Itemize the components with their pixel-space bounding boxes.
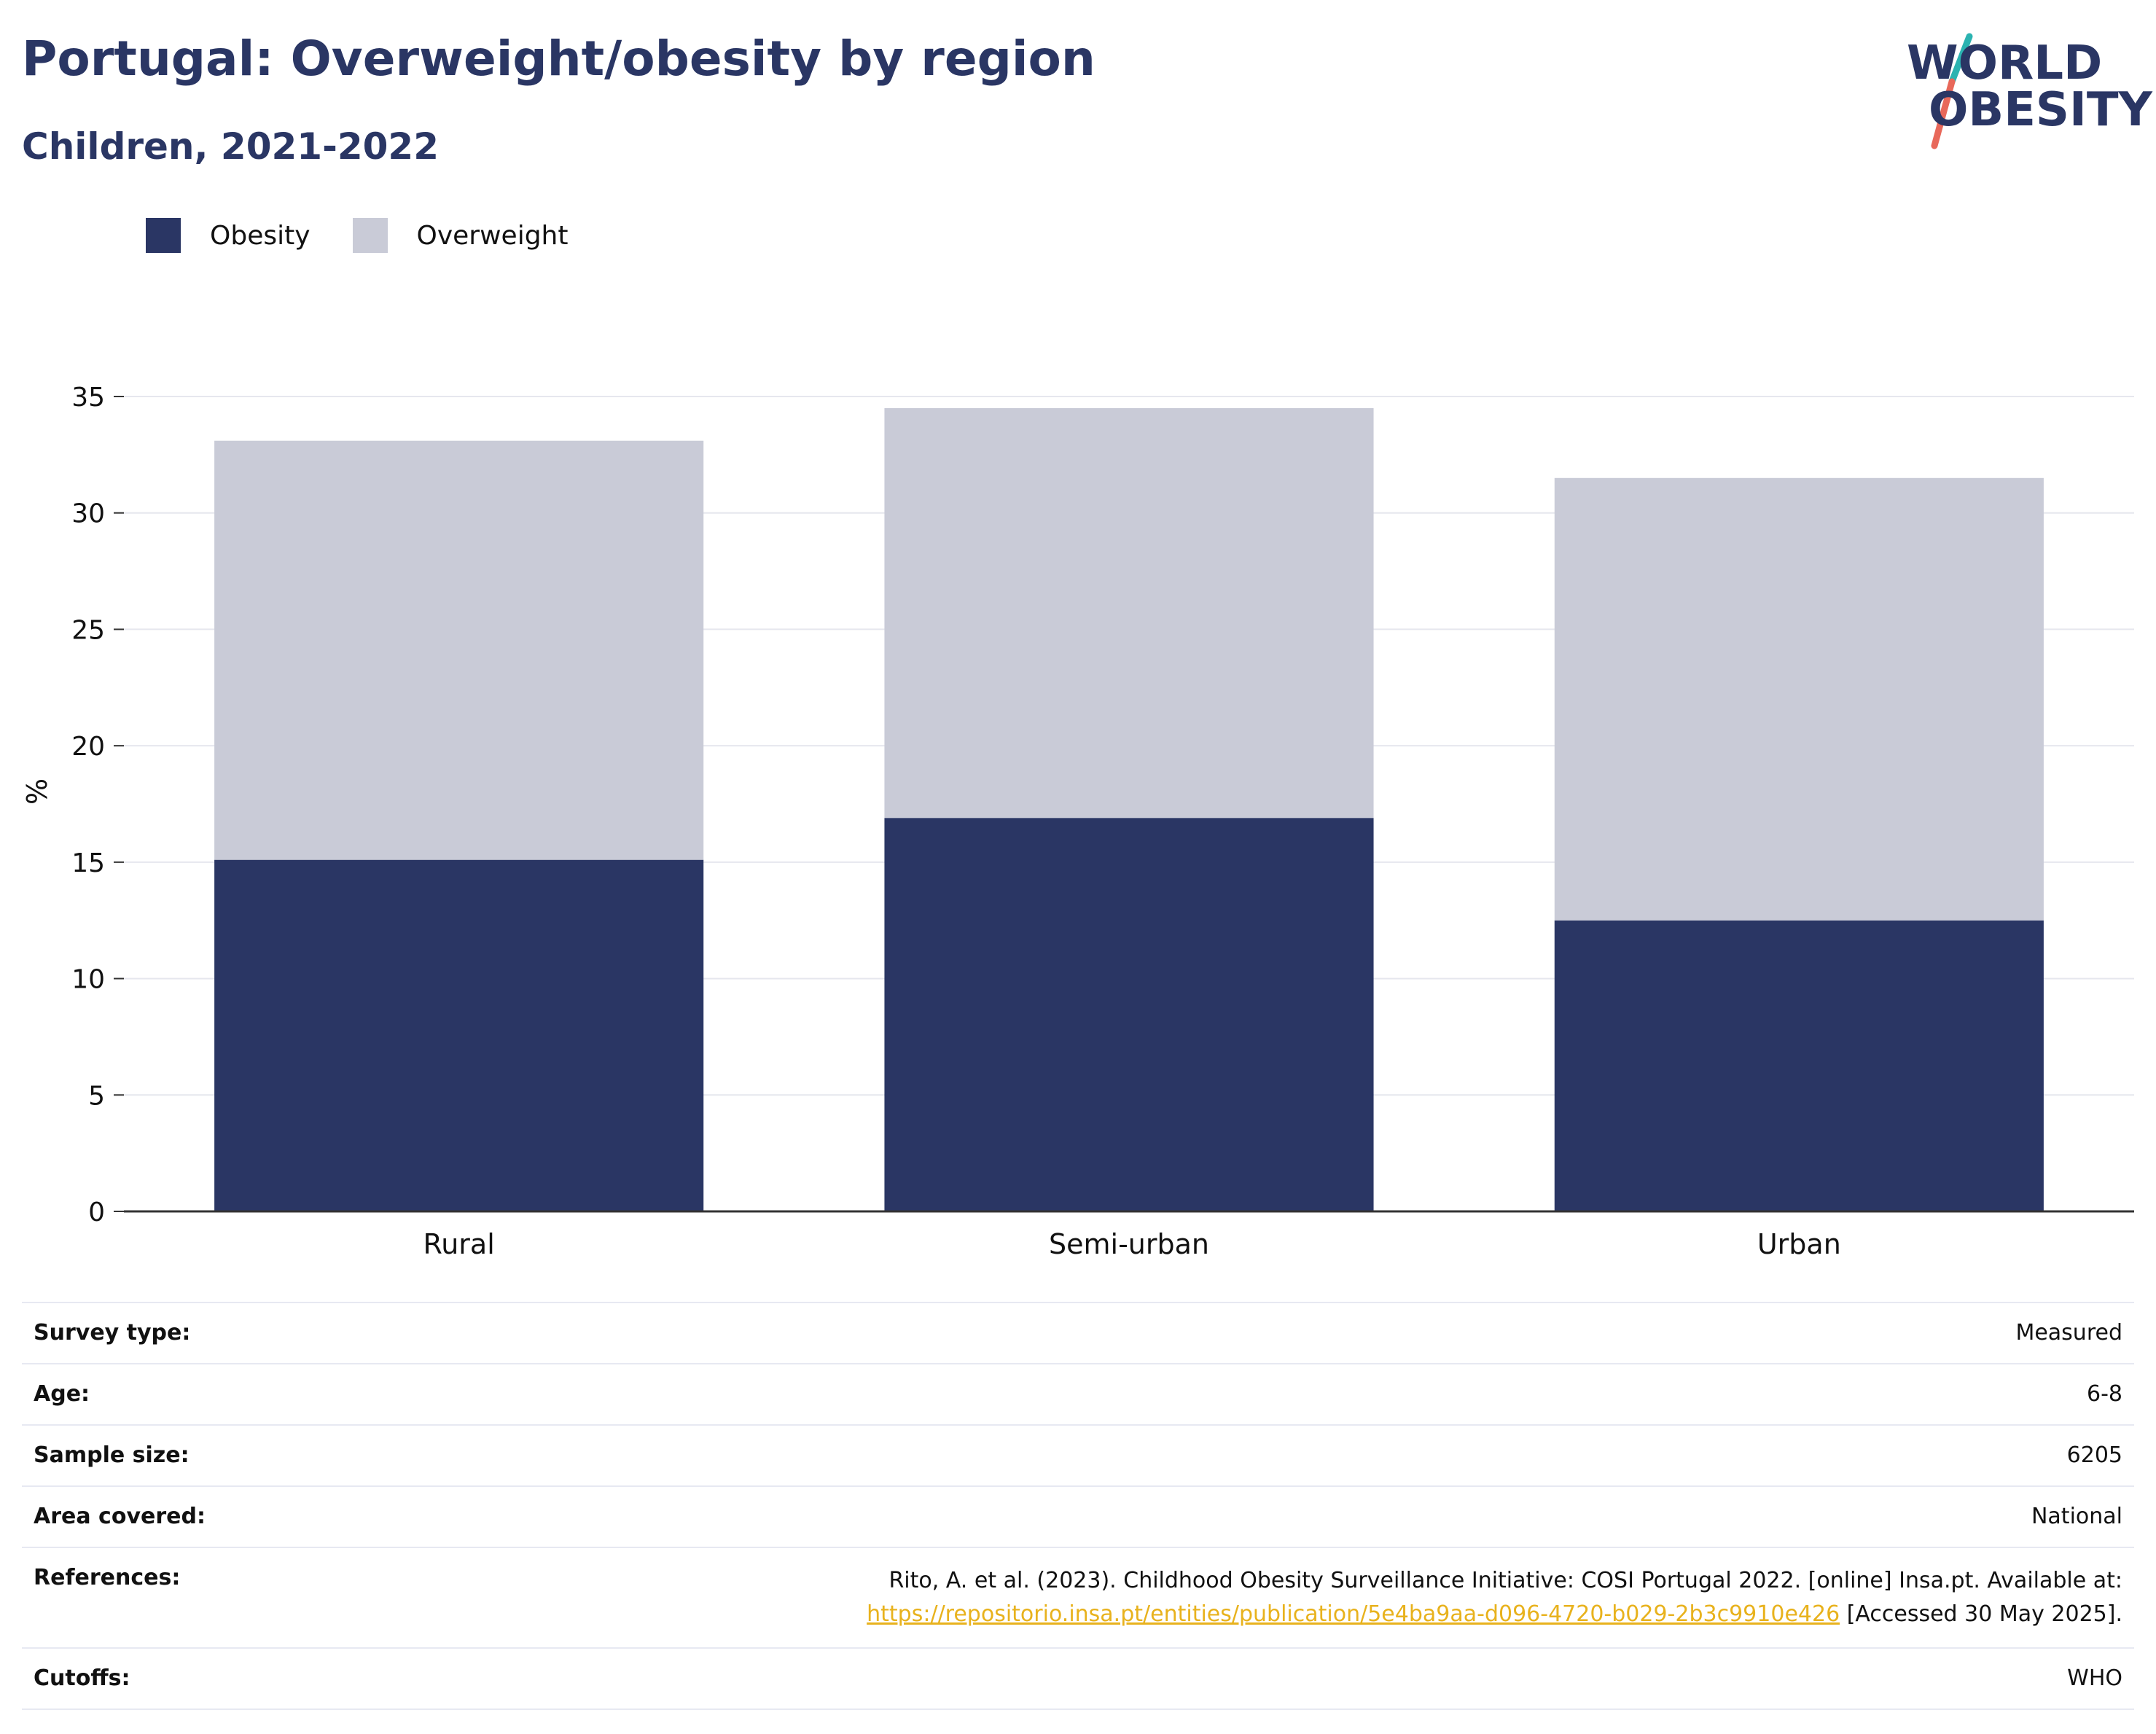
reference-link[interactable]: https://repositorio.insa.pt/entities/pub… <box>867 1601 1840 1627</box>
y-tick-label: 5 <box>88 1081 105 1111</box>
x-tick-label: Urban <box>1757 1228 1841 1260</box>
legend-label-overweight: Overweight <box>416 220 569 251</box>
info-value: WHO <box>2067 1665 2122 1691</box>
y-tick-label: 30 <box>71 499 105 529</box>
info-row-cutoffs: Cutoffs: WHO <box>22 1647 2134 1710</box>
chart-legend: Obesity Overweight <box>146 217 610 254</box>
y-tick-label: 20 <box>71 732 105 762</box>
y-tick-label: 0 <box>88 1198 105 1227</box>
bar-obesity-urban <box>1554 920 2044 1211</box>
info-row-sample-size: Sample size: 6205 <box>22 1424 2134 1485</box>
reference-citation: Rito, A. et al. (2023). Childhood Obesit… <box>888 1568 2122 1593</box>
reference-link-line: https://repositorio.insa.pt/entities/pub… <box>867 1598 2122 1631</box>
axes: 0 5 10 15 20 25 30 35 Rural Semi-urban Urban <box>71 383 2134 1260</box>
info-label: References: <box>34 1565 181 1590</box>
info-label: Area covered: <box>34 1504 206 1529</box>
y-tick-label: 15 <box>71 848 105 878</box>
info-value: 6205 <box>2066 1442 2122 1468</box>
x-tick-label: Semi-urban <box>1049 1228 1209 1260</box>
chart-subtitle: Children, 2021-2022 <box>22 125 439 168</box>
x-tick-label: Rural <box>423 1228 495 1260</box>
y-axis-label: % <box>21 778 53 805</box>
info-row-survey-type: Survey type: Measured <box>22 1302 2134 1363</box>
info-value: 6-8 <box>2087 1381 2122 1407</box>
bar-obesity-rural <box>214 859 704 1211</box>
info-row-references: References: Rito, A. et al. (2023). Chil… <box>22 1547 2134 1647</box>
info-label: Sample size: <box>34 1442 190 1468</box>
chart-title: Portugal: Overweight/obesity by region <box>22 31 1095 87</box>
reference-accessed: [Accessed 30 May 2025]. <box>1840 1601 2122 1627</box>
y-tick-label: 35 <box>71 383 105 413</box>
bar-overweight-semi-urban <box>884 407 1374 819</box>
info-label: Age: <box>34 1381 90 1407</box>
y-tick-label: 10 <box>71 965 105 995</box>
bar-overweight-urban <box>1554 477 2044 921</box>
info-label: Survey type: <box>34 1320 191 1346</box>
info-label: Cutoffs: <box>34 1665 130 1691</box>
legend-label-obesity: Obesity <box>210 220 310 251</box>
bar-chart: 0 5 10 15 20 25 30 35 Rural Semi-urban Urban % <box>21 383 2134 1260</box>
y-tick-label: 25 <box>71 615 105 645</box>
world-obesity-logo: WORLD OBESITY <box>1895 22 2152 153</box>
logo-text-world: WORLD <box>1907 36 2103 90</box>
legend-item-overweight[interactable]: Overweight <box>352 218 569 253</box>
info-row-area-covered: Area covered: National <box>22 1485 2134 1547</box>
info-value-references: Rito, A. et al. (2023). Childhood Obesit… <box>867 1564 2122 1631</box>
bar-overweight-rural <box>214 440 704 860</box>
legend-item-obesity[interactable]: Obesity <box>146 218 310 253</box>
info-table: Survey type: Measured Age: 6-8 Sample si… <box>22 1302 2134 1710</box>
logo-text-obesity: OBESITY <box>1929 83 2152 137</box>
info-row-age: Age: 6-8 <box>22 1363 2134 1424</box>
legend-swatch-obesity <box>146 218 181 253</box>
bars <box>214 407 2044 1211</box>
bar-obesity-semi-urban <box>884 818 1374 1211</box>
info-value: Measured <box>2015 1320 2122 1346</box>
info-value: National <box>2031 1504 2122 1529</box>
legend-swatch-overweight <box>352 218 388 253</box>
logo-slash-icon <box>1931 33 1973 149</box>
